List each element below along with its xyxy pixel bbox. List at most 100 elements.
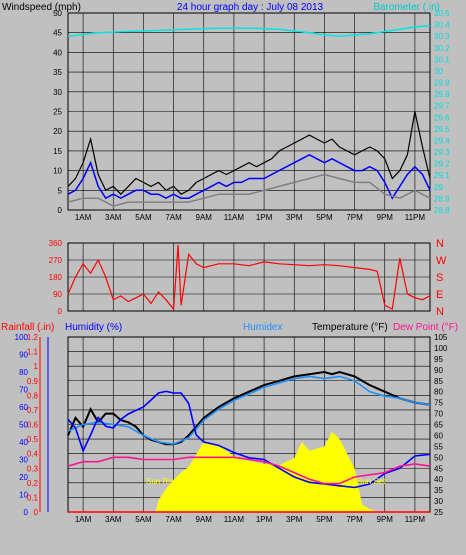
y-tick-label: 10: [19, 491, 28, 500]
y-tick-label: 29.5: [434, 125, 450, 134]
y-tick-label: 29.1: [434, 171, 450, 180]
y-tick-label: 80: [19, 368, 28, 377]
y-tick-label: 29.3: [434, 148, 450, 157]
y-tick-label: 100: [15, 333, 29, 342]
x-tick-label: 3PM: [286, 515, 303, 524]
series-line: [67, 375, 431, 446]
y-tick-label: 1.2: [27, 333, 39, 342]
y-tick-label: 25: [53, 108, 62, 117]
y-tick-label: 35: [434, 486, 443, 495]
x-tick-label: 11AM: [224, 213, 245, 222]
series-line: [67, 111, 431, 196]
x-tick-label: 1AM: [75, 515, 92, 524]
y-tick-label: 29.4: [434, 136, 450, 145]
y-tick-label: 0.3: [27, 464, 39, 473]
direction-panel-series: [67, 244, 431, 311]
y-tick-label: 80: [434, 388, 443, 397]
x-tick-label: 11PM: [405, 213, 426, 222]
y-tick-label: 0.8: [27, 391, 39, 400]
series-line: [67, 390, 431, 489]
y-tick-label: 0.6: [27, 421, 39, 430]
y-tick-label: 30: [434, 497, 443, 506]
y-tick-label: 30.2: [434, 44, 450, 53]
y-tick-label: 35: [53, 68, 62, 77]
x-tick-label: 3PM: [286, 213, 303, 222]
y-tick-label: 30.3: [434, 32, 450, 41]
x-tick-label: 9PM: [377, 515, 394, 524]
y-tick-label: 90: [434, 366, 443, 375]
x-tick-label: 5PM: [316, 515, 333, 524]
y-tick-label: 50: [19, 421, 28, 430]
y-tick-label: 30: [434, 67, 443, 76]
y-tick-label: 45: [53, 29, 62, 38]
compass-label: N: [436, 306, 444, 318]
x-tick-label: 7AM: [165, 515, 182, 524]
x-tick-label: 3AM: [105, 213, 122, 222]
rainfall-axis-label: Rainfall (.in): [1, 322, 54, 333]
y-tick-label: 0: [58, 307, 63, 316]
y-tick-label: 70: [434, 410, 443, 419]
x-tick-label: 7PM: [346, 213, 363, 222]
x-tick-label: 9AM: [196, 515, 213, 524]
y-tick-label: 28.9: [434, 194, 450, 203]
y-tick-label: 70: [19, 386, 28, 395]
y-tick-label: 100: [434, 344, 448, 353]
wind-panel-y-ticks: 0 5 10 15 20 25 30 35 40 45 50: [53, 9, 62, 215]
series-line: [67, 370, 431, 446]
rainfall-y-ticks: 0 0.1 0.2 0.3 0.4 0.5 0.6 0.7 0.8 0.9 1 1.1 1.2: [27, 333, 39, 517]
solar-area: [68, 431, 430, 512]
y-tick-label: 95: [434, 355, 443, 364]
y-tick-label: 40: [434, 475, 443, 484]
y-tick-label: 30: [19, 456, 28, 465]
sunset-label: Sun Set: [357, 477, 386, 486]
y-tick-label: 0.7: [27, 406, 39, 415]
y-tick-label: 20: [19, 473, 28, 482]
y-tick-label: 10: [53, 167, 62, 176]
humidex-label: Humidex: [243, 322, 282, 333]
humidity-y-ticks: 0 10 20 30 40 50 60 70 80 90 100: [15, 333, 29, 517]
y-tick-label: 0: [58, 206, 63, 215]
x-tick-label: 11AM: [224, 515, 245, 524]
y-tick-label: 90: [53, 290, 62, 299]
y-tick-label: 75: [434, 399, 443, 408]
y-tick-label: 0.2: [27, 479, 39, 488]
x-tick-label: 3AM: [105, 515, 122, 524]
y-tick-label: 29.2: [434, 160, 450, 169]
wind-panel-grid: [68, 12, 430, 211]
y-tick-label: 28.8: [434, 206, 450, 215]
x-tick-label: 7PM: [346, 515, 363, 524]
temp-panel-x-ticks: 1AM 3AM 5AM 7AM 9AM 11AM 1PM 3PM 5PM 7PM 9PM 11PM: [75, 515, 426, 524]
y-tick-label: 0.1: [27, 493, 39, 502]
x-tick-label: 5AM: [135, 213, 152, 222]
compass-label: N: [436, 238, 444, 250]
x-tick-label: 1AM: [75, 213, 92, 222]
windspeed-axis-label: Windspeed (mph): [2, 2, 81, 13]
y-tick-label: 29: [434, 183, 443, 192]
y-tick-label: 30.1: [434, 55, 450, 64]
y-tick-label: 50: [434, 453, 443, 462]
y-tick-label: 60: [19, 403, 28, 412]
series-line: [67, 456, 431, 485]
compass-label: S: [436, 272, 443, 284]
x-tick-label: 1PM: [256, 515, 273, 524]
y-tick-label: 65: [434, 421, 443, 430]
y-tick-label: 60: [434, 431, 443, 440]
y-tick-label: 30.5: [434, 9, 450, 18]
y-tick-label: 50: [53, 9, 62, 18]
series-line: [67, 24, 431, 37]
y-tick-label: 1.1: [27, 348, 39, 357]
temp-panel-series: [67, 370, 431, 513]
y-tick-label: 20: [53, 127, 62, 136]
y-tick-label: 270: [49, 256, 63, 265]
y-tick-label: 29.8: [434, 90, 450, 99]
y-tick-label: 55: [434, 442, 443, 451]
y-tick-label: 0: [34, 508, 39, 517]
y-tick-label: 0: [24, 508, 29, 517]
y-tick-label: 90: [19, 351, 28, 360]
y-tick-label: 25: [434, 508, 443, 517]
direction-panel-grid: [68, 242, 430, 312]
compass-label: W: [436, 255, 447, 267]
